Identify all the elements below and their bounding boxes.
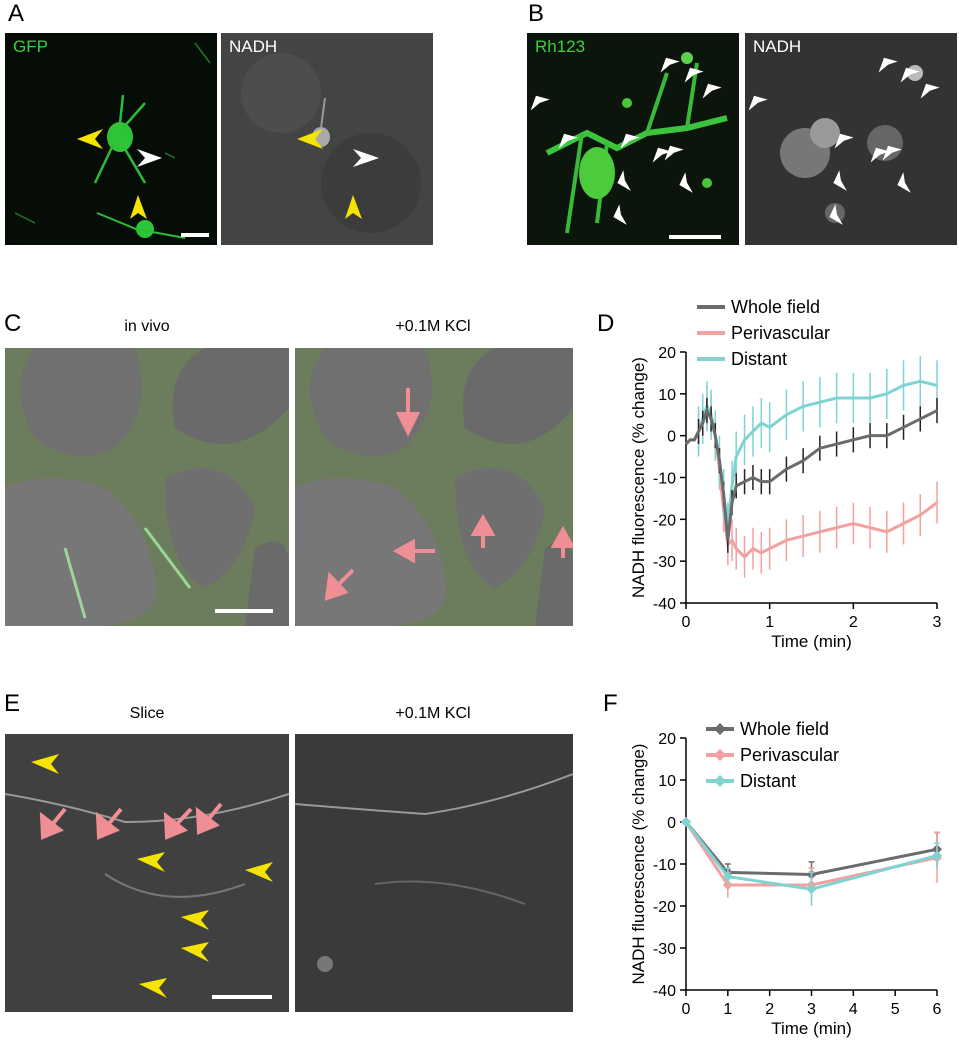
y-tick-label: -20: [653, 512, 676, 529]
x-tick-label: 1: [765, 614, 774, 631]
caption-kcl: +0.1M KCl: [395, 318, 471, 335]
white-arrowhead: [353, 149, 379, 167]
yellow-arrowhead: [130, 195, 147, 219]
legend-marker: [714, 723, 726, 735]
scale-bar: [215, 609, 273, 613]
x-tick-label: 0: [682, 614, 691, 631]
y-tick-label: 20: [658, 731, 676, 748]
x-axis-label: Time (min): [771, 632, 852, 651]
scale-bar: [669, 235, 721, 239]
data-point: [681, 817, 691, 827]
x-tick-label: 1: [723, 1001, 732, 1018]
nadh-label-b: NADH: [753, 37, 802, 56]
x-tick-label: 5: [891, 1001, 900, 1018]
x-tick-label: 2: [849, 614, 858, 631]
caption-slice: Slice: [129, 705, 165, 722]
y-tick-label: 0: [667, 815, 676, 832]
yellow-arrowhead: [345, 195, 362, 219]
yellow-arrowhead: [77, 129, 103, 149]
y-axis-label: NADH fluorescence (% change): [629, 357, 648, 598]
legend-label: Perivascular: [740, 745, 839, 765]
y-tick-label: -40: [653, 983, 676, 1000]
in-vivo-image: [5, 348, 289, 626]
y-tick-label: -30: [653, 941, 676, 958]
nadh-image-b: NADH: [745, 33, 957, 245]
data-point: [722, 871, 733, 882]
x-tick-label: 2: [765, 1001, 774, 1018]
legend-marker: [714, 775, 726, 787]
series-line-whole-field: [684, 406, 938, 541]
x-tick-label: 3: [933, 614, 942, 631]
kcl-image: [295, 348, 573, 626]
rh123-image: Rh123: [527, 33, 739, 245]
x-axis-label: Time (min): [771, 1019, 852, 1038]
legend-label: Whole field: [740, 719, 829, 739]
slice-image: [5, 734, 289, 1012]
y-tick-label: 10: [658, 387, 676, 404]
slice-kcl-image: [295, 734, 573, 1012]
nadh-label: NADH: [229, 37, 278, 56]
y-tick-label: -20: [653, 899, 676, 916]
legend-label: Whole field: [731, 297, 820, 317]
panel-letter-a: A: [8, 0, 25, 27]
scale-bar: [212, 995, 272, 999]
y-tick-label: -10: [653, 471, 676, 488]
caption-kcl-slice: +0.1M KCl: [395, 705, 471, 722]
gfp-label: GFP: [13, 37, 48, 56]
x-tick-label: 3: [807, 1001, 816, 1018]
legend-label: Perivascular: [731, 323, 830, 343]
nadh-image: NADH: [221, 33, 433, 245]
legend-marker: [714, 749, 726, 761]
y-tick-label: -40: [653, 596, 676, 613]
yellow-arrowhead: [297, 129, 323, 149]
panel-letter-c: C: [4, 310, 22, 337]
caption-in-vivo: in vivo: [124, 318, 170, 335]
panel-letter-f: F: [603, 690, 618, 717]
white-arrowhead: [137, 149, 162, 167]
y-tick-label: 0: [667, 429, 676, 446]
panel-letter-d: D: [597, 310, 615, 337]
y-tick-label: -10: [653, 857, 676, 874]
panel-letter-e: E: [4, 690, 21, 717]
x-tick-label: 6: [933, 1001, 942, 1018]
scale-bar: [181, 233, 209, 237]
y-tick-label: -30: [653, 554, 676, 571]
rh123-label: Rh123: [535, 37, 586, 56]
legend-label: Distant: [731, 349, 787, 369]
x-tick-label: 4: [849, 1001, 858, 1018]
x-tick-label: 0: [682, 1001, 691, 1018]
legend-label: Distant: [740, 771, 796, 791]
data-point: [806, 884, 817, 895]
gfp-image: GFP: [5, 33, 217, 245]
series-line-distant: [684, 821, 938, 891]
data-point: [932, 850, 942, 861]
y-tick-label: 20: [658, 345, 676, 362]
y-axis-label: NADH fluorescence (% change): [629, 744, 648, 985]
panel-letter-b: B: [528, 0, 545, 27]
y-tick-label: 10: [658, 773, 676, 790]
